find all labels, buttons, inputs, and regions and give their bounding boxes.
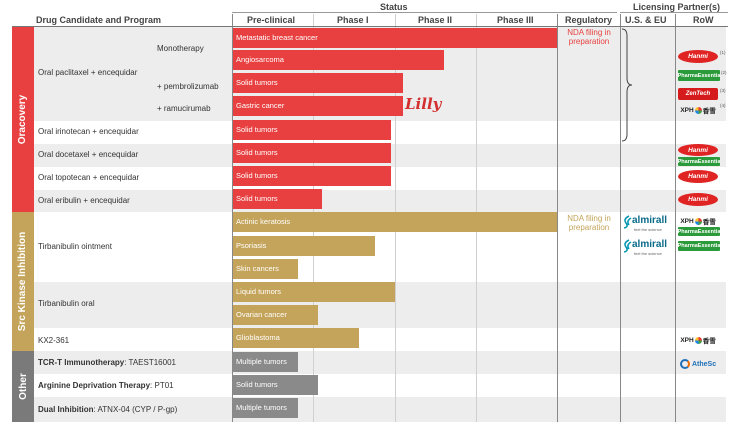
label-tirbanibulin-oral: Tirbanibulin oral [38, 299, 95, 308]
pharmaessentia-logo-4-icon: PharmaEssentia [677, 241, 721, 251]
header-us-eu: U.S. & EU [625, 15, 667, 25]
label-tirbanibulin-ointment: Tirbanibulin ointment [38, 242, 112, 251]
label-monotherapy: Monotherapy [157, 44, 204, 53]
row-band-tcr [34, 351, 726, 374]
bar-psoriasis: Psoriasis [233, 236, 375, 256]
label-pembro: + pembrolizumab [157, 82, 219, 91]
lilly-logo-icon: Lilly [405, 95, 442, 113]
row-band-dual [34, 397, 726, 422]
col-line-row [675, 14, 676, 422]
row-band-kx2 [34, 328, 726, 351]
status-rule [232, 12, 617, 13]
bar-gastric-cancer: Gastric cancer [233, 96, 403, 116]
header-licensing: Licensing Partner(s) [633, 2, 721, 12]
category-src: Src Kinase Inhibition [12, 212, 34, 351]
pharmaessentia-logo-icon: PharmaEssentia [678, 70, 720, 81]
bar-skin-cancers: Skin cancers [233, 259, 298, 279]
zenitech-logo-icon: ZenTech [678, 88, 718, 100]
bar-glioblastoma: Glioblastoma [233, 328, 359, 348]
header-phase3: Phase III [497, 15, 534, 25]
bar-solid-tumors: Solid tumors [233, 120, 391, 140]
label-paclitaxel: Oral paclitaxel + encequidar [38, 68, 138, 77]
label-docetaxel: Oral docetaxel + encequidar [38, 150, 139, 159]
col-line-regulatory [557, 14, 558, 422]
bar-metastatic-breast-cancer: Metastatic breast cancer [233, 28, 557, 48]
header-preclinical: Pre-clinical [247, 15, 296, 25]
category-oracovery: Oracovery [12, 27, 34, 212]
bar-solid-tumors: Solid tumors [233, 73, 403, 93]
xph-logo-2-icon: XPH 香雪 [680, 217, 716, 226]
row-band-arginine [34, 374, 726, 397]
almirall-logo-icon: almirall feel the science [623, 213, 673, 235]
col-line-preclinical [232, 14, 233, 422]
pharmaessentia-logo-2-icon: PharmaEssentia [677, 157, 721, 166]
bar-solid-tumors: Solid tumors [233, 375, 318, 395]
col-line-us-eu [620, 14, 621, 422]
header-phase1: Phase I [337, 15, 369, 25]
licensing-rule [620, 12, 728, 13]
xph-logo-3-icon: XPH 香雪 [680, 336, 716, 345]
label-irinotecan: Oral irinotecan + encequidar [38, 127, 139, 136]
bar-solid-tumors: Solid tumors [233, 143, 391, 163]
bar-liquid-tumors: Liquid tumors [233, 282, 395, 302]
pharmaessentia-logo-3-icon: PharmaEssentia [677, 227, 721, 236]
regulatory-note-tirbanibulin: NDA filing in preparation [567, 214, 611, 232]
almirall-logo-2-icon: almirall feel the science [623, 237, 673, 259]
hanmi-logo-3-icon: Hanmi [678, 170, 718, 183]
label-ramu: + ramucirumab [157, 104, 211, 113]
header-phase2: Phase II [418, 15, 453, 25]
bar-angiosarcoma: Angiosarcoma [233, 50, 444, 70]
bar-actinic-keratosis: Actinic keratosis [233, 212, 557, 232]
bar-solid-tumors: Solid tumors [233, 166, 391, 186]
footnote-2: (2) [721, 70, 727, 75]
label-topotecan: Oral topotecan + encequidar [38, 173, 140, 182]
header-program: Drug Candidate and Program [36, 15, 162, 25]
label-dual: Dual Inhibition: ATNX-04 (CYP / P-gp) [38, 405, 178, 414]
row-band-eribulin [34, 190, 726, 212]
hanmi-logo-2-icon: Hanmi [678, 144, 718, 156]
header-regulatory: Regulatory [565, 15, 613, 25]
hanmi-logo-icon: Hanmi [678, 50, 718, 63]
hanmi-logo-4-icon: Hanmi [678, 193, 718, 206]
label-tcr: TCR-T Immunotherapy: TAEST16001 [38, 358, 176, 367]
header-row: RoW [693, 15, 714, 25]
bar-solid-tumors: Solid tumors [233, 189, 322, 209]
footnote-1: (1) [720, 50, 726, 55]
regulatory-note-paclitaxel: NDA filing in preparation [567, 28, 611, 46]
header-status: Status [380, 2, 408, 12]
label-arginine: Arginine Deprivation Therapy: PT01 [38, 381, 174, 390]
xph-logo-icon: XPH 香雪 [680, 106, 716, 115]
athesc-logo-icon: AtheSc [680, 357, 722, 371]
footnote-4: (4) [720, 103, 726, 108]
label-eribulin: Oral eribulin + encequidar [38, 196, 130, 205]
bar-ovarian-cancer: Ovarian cancer [233, 305, 318, 325]
label-kx2-361: KX2-361 [38, 336, 70, 345]
footnote-3: (3) [720, 88, 726, 93]
bracket-icon [621, 28, 633, 142]
bar-multiple-tumors: Multiple tumors [233, 352, 298, 372]
category-other: Other [12, 351, 34, 422]
header-rule [12, 26, 728, 27]
bar-multiple-tumors: Multiple tumors [233, 398, 298, 418]
